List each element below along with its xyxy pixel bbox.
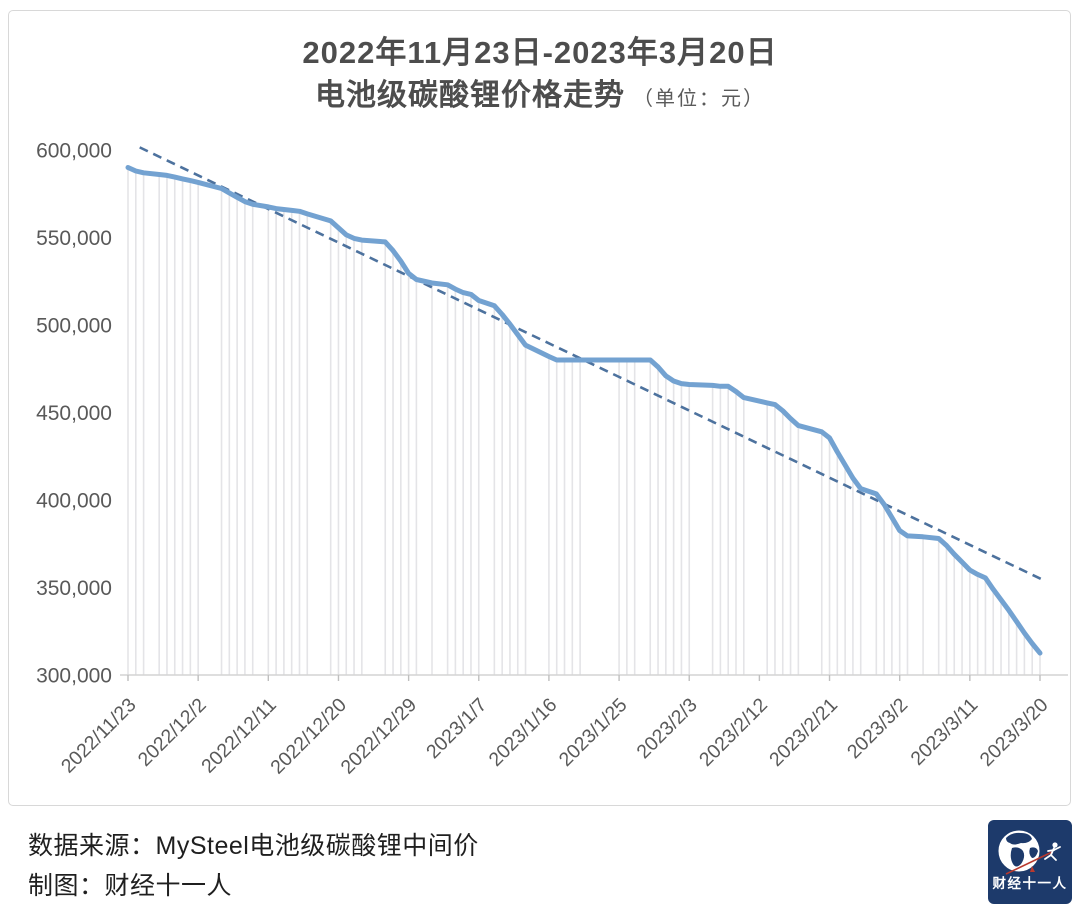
publisher-logo: 财经十一人: [988, 820, 1072, 904]
x-axis-label: 2022/11/23: [57, 694, 141, 778]
y-axis-label: 450,000: [36, 402, 112, 425]
x-axis-label: 2023/2/21: [765, 694, 842, 771]
y-axis-label: 550,000: [36, 227, 112, 250]
chart-title-text: 电池级碳酸锂价格走势: [315, 79, 625, 112]
data-source-note: 数据来源：MySteel电池级碳酸锂中间价: [28, 832, 479, 860]
chart-title-unit: （单位：元）: [633, 88, 765, 110]
chart-title: 电池级碳酸锂价格走势 （单位：元）: [0, 70, 1080, 114]
y-axis-label: 400,000: [36, 490, 112, 513]
x-axis-label: 2023/3/2: [843, 694, 912, 763]
y-axis-label: 350,000: [36, 577, 112, 600]
x-axis-label: 2023/3/11: [907, 694, 983, 770]
x-axis-label: 2023/2/12: [695, 694, 772, 771]
price-line: [125, 165, 1043, 656]
logo-red-mark: [1030, 866, 1035, 872]
x-axis-label: 2023/1/25: [555, 694, 632, 771]
x-axis-label: 2023/3/20: [976, 694, 1053, 771]
trend-line: [139, 146, 1043, 581]
y-axis-label: 500,000: [36, 315, 112, 338]
x-axis-label: 2023/2/3: [633, 694, 702, 763]
credit-note: 制图：财经十一人: [28, 872, 233, 900]
logo-text: 财经十一人: [992, 875, 1068, 891]
x-axis-label: 2023/1/7: [422, 694, 491, 763]
x-axis-label: 2023/1/16: [485, 694, 562, 771]
chart-title-date-range: 2022年11月23日-2023年3月20日: [302, 35, 778, 70]
chart-card: [8, 10, 1071, 806]
x-axis-label: 2022/12/29: [337, 694, 422, 779]
y-axis-label: 600,000: [36, 140, 112, 163]
logo-swoosh: [1005, 851, 1053, 875]
skater-figure-icon: [1044, 842, 1061, 861]
globe-icon: [997, 829, 1041, 873]
y-axis-label: 300,000: [36, 665, 112, 688]
